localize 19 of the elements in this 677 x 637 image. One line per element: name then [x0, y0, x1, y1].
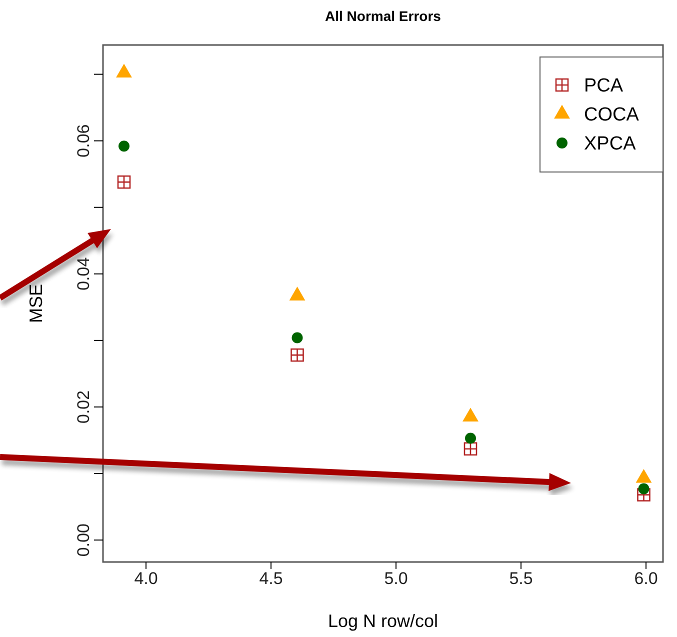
- point: [292, 332, 303, 344]
- point: [118, 140, 130, 152]
- y-tick-label: 0.06: [74, 124, 93, 158]
- point: [465, 432, 476, 444]
- y-tick-label: 0.02: [74, 390, 93, 424]
- point: [638, 483, 650, 494]
- legend-label: XPCA: [584, 134, 636, 155]
- y-axis-title: MSE: [26, 284, 46, 324]
- x-tick-label: 4.0: [134, 569, 158, 588]
- x-axis-title: Log N row/col: [328, 611, 438, 631]
- legend-label: PCA: [584, 76, 624, 97]
- x-tick-label: 5.0: [384, 569, 408, 588]
- y-tick-label: 0.04: [74, 257, 93, 290]
- legend-label: COCA: [584, 104, 640, 126]
- y-tick-label: 0.00: [74, 523, 93, 557]
- x-tick-label: 4.5: [259, 569, 283, 588]
- x-tick-label: 6.0: [634, 569, 658, 588]
- chart-title: All Normal Errors: [325, 8, 442, 24]
- x-tick-label: 5.5: [509, 569, 533, 588]
